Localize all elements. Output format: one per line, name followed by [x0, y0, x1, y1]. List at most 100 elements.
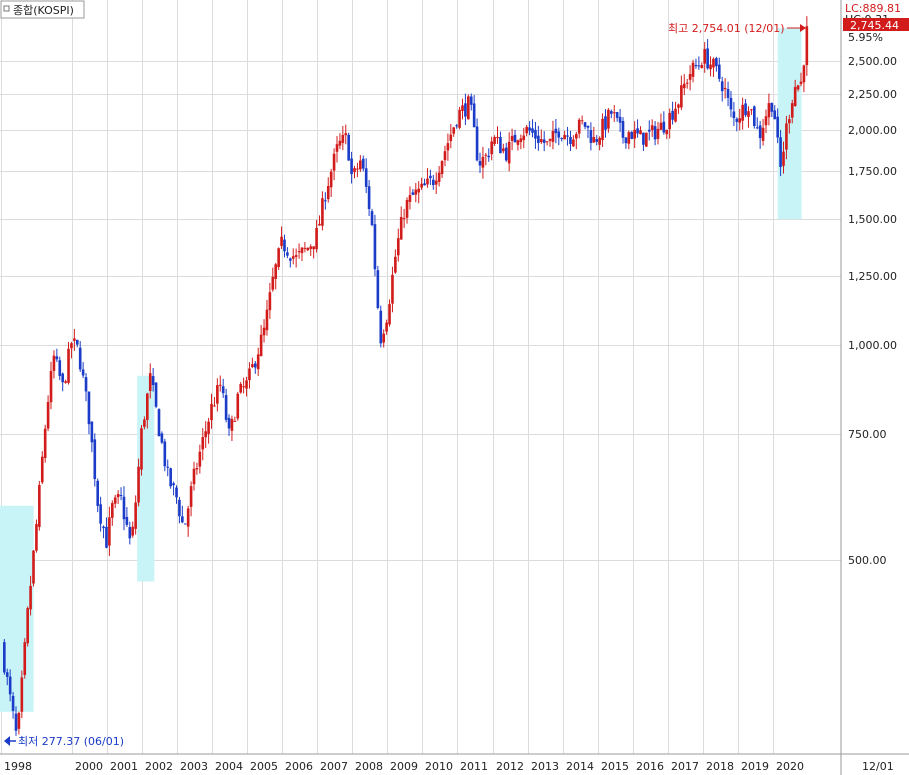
chart-title: 종합(KOSPI)	[13, 4, 74, 17]
candle-body	[256, 354, 260, 370]
candle-body	[388, 304, 391, 325]
candle-body	[449, 134, 453, 142]
candle-body	[38, 484, 41, 527]
candle-body	[297, 251, 301, 253]
candle-body	[119, 494, 123, 496]
candle-body	[741, 104, 744, 121]
candle-body	[624, 137, 628, 144]
candle-body	[67, 348, 70, 383]
candle-body	[280, 236, 283, 246]
candle-body	[75, 339, 79, 345]
candle-body	[315, 228, 318, 250]
candle-body	[665, 129, 669, 135]
x-tick-label: 2009	[390, 760, 418, 773]
candle-body	[359, 160, 362, 170]
candle-body	[688, 73, 692, 80]
candle-body	[653, 126, 657, 140]
x-tick-label: 2017	[671, 760, 699, 773]
candle-body	[253, 363, 257, 368]
candle-body	[347, 134, 350, 161]
candle-body	[580, 120, 584, 122]
candle-body	[288, 258, 292, 261]
candle-body	[160, 433, 164, 443]
grid-lines	[0, 0, 841, 754]
candle-body	[189, 486, 193, 507]
title-box-frame	[0, 0, 85, 19]
candle-body	[770, 102, 774, 112]
candle-body	[793, 86, 797, 107]
candle-body	[735, 118, 739, 122]
candle-body	[805, 26, 809, 66]
candle-body	[344, 133, 348, 136]
candle-body	[703, 49, 707, 64]
candle-body	[218, 384, 222, 386]
candle-body	[779, 137, 782, 167]
candle-body	[99, 504, 102, 524]
candle-body	[484, 154, 488, 156]
candle-body	[417, 188, 421, 193]
candle-body	[166, 466, 170, 468]
candle-body	[802, 65, 806, 83]
candle-body	[379, 310, 383, 344]
candle-body	[5, 672, 9, 677]
candle-body	[396, 238, 400, 256]
candle-body	[151, 376, 155, 386]
candle-body	[753, 106, 756, 126]
candle-body	[20, 677, 24, 712]
candle-body	[134, 502, 137, 529]
candle-body	[90, 421, 94, 443]
y-tick-label: 1,250.00	[848, 270, 897, 283]
x-tick-label: 2010	[425, 760, 453, 773]
candle-body	[321, 198, 324, 226]
candle-body	[262, 327, 266, 336]
candle-body	[788, 119, 791, 124]
x-tick-label: 2007	[320, 760, 348, 773]
x-tick-label: 2012	[496, 760, 524, 773]
candle-body	[309, 246, 313, 249]
candle-body	[137, 466, 140, 503]
candle-body	[604, 116, 607, 130]
candle-body	[682, 83, 686, 89]
candle-body	[767, 103, 771, 118]
candle-body	[125, 516, 129, 525]
candle-body	[312, 246, 315, 250]
candle-body	[499, 137, 502, 154]
candle-body	[490, 141, 493, 155]
candle-body	[755, 127, 759, 129]
candle-body	[408, 195, 412, 202]
candle-body	[481, 156, 485, 168]
candle-body	[394, 256, 397, 273]
candle-body	[283, 239, 286, 252]
candle-body	[621, 121, 625, 138]
candle-body	[586, 125, 590, 128]
candle-body	[685, 82, 689, 84]
candle-body	[469, 96, 473, 105]
candle-body	[195, 467, 199, 470]
candle-body	[364, 168, 368, 187]
candle-body	[154, 382, 158, 407]
x-tick-label: 2001	[110, 760, 138, 773]
candle-body	[306, 247, 310, 251]
candle-body	[230, 418, 234, 431]
candle-body	[510, 135, 514, 141]
change-pct: 5.95%	[848, 31, 883, 44]
title-box[interactable]: 종합(KOSPI)	[0, 0, 85, 19]
candle-body	[572, 139, 575, 147]
candle-body	[426, 178, 429, 185]
candle-body	[507, 141, 511, 164]
candle-body	[210, 403, 213, 421]
candle-body	[242, 386, 245, 388]
candle-body	[198, 451, 202, 467]
min-label: 최저 277.37 (06/01)	[18, 735, 124, 748]
candle-body	[656, 128, 660, 139]
candle-body	[478, 160, 482, 166]
candle-body	[452, 127, 456, 134]
candle-body	[216, 385, 219, 404]
candle-body	[405, 199, 409, 218]
candle-body	[475, 126, 479, 161]
x-tick-label: 2016	[636, 760, 664, 773]
candle-body	[259, 334, 263, 356]
candle-body	[192, 468, 196, 485]
candle-body	[542, 139, 546, 143]
candle-body	[303, 247, 307, 249]
